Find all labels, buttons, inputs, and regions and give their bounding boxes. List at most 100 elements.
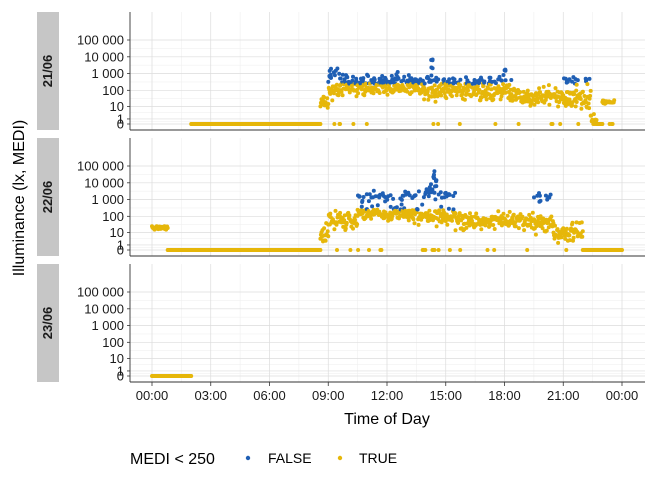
data-point	[406, 73, 411, 78]
facet-strip-label: 21/06	[40, 55, 55, 88]
data-point	[323, 238, 328, 243]
data-point	[354, 94, 359, 99]
data-point	[335, 66, 340, 71]
data-point	[407, 193, 412, 198]
y-tick-label: 10 000	[84, 175, 124, 190]
data-point	[434, 224, 439, 229]
data-point	[451, 194, 456, 198]
data-point	[532, 102, 537, 107]
data-point	[464, 75, 468, 80]
data-point	[442, 91, 447, 96]
data-point	[507, 209, 512, 214]
data-point	[537, 86, 542, 91]
data-point	[527, 212, 532, 217]
data-point	[334, 222, 339, 227]
x-axis-label: Time of Day	[344, 411, 430, 428]
data-point	[366, 74, 371, 78]
data-point	[403, 189, 408, 194]
data-point	[433, 197, 438, 202]
data-point	[351, 122, 356, 126]
data-point	[332, 227, 337, 232]
data-point	[522, 228, 527, 233]
legend-false-key	[245, 455, 251, 461]
data-point	[371, 188, 376, 193]
data-point	[503, 78, 508, 83]
data-point	[328, 211, 333, 216]
data-point	[543, 97, 548, 102]
data-point	[361, 195, 366, 199]
data-point	[525, 248, 530, 252]
data-point	[343, 226, 348, 231]
data-point	[327, 74, 332, 78]
data-point	[518, 90, 523, 95]
data-point	[367, 192, 372, 197]
data-point	[385, 92, 390, 97]
data-point	[444, 96, 449, 101]
data-point	[567, 233, 572, 238]
legend-true-label: TRUE	[359, 450, 397, 466]
data-point	[430, 66, 435, 71]
data-point	[409, 90, 414, 95]
y-tick-label: 100	[102, 335, 124, 350]
data-point	[528, 222, 533, 227]
facet-strip-label: 22/06	[40, 181, 55, 214]
data-point	[580, 89, 585, 94]
data-point	[439, 93, 444, 98]
data-point	[432, 248, 437, 252]
data-point	[511, 212, 516, 217]
data-point	[587, 76, 592, 81]
data-point	[485, 248, 490, 252]
data-point	[446, 206, 451, 211]
data-point	[426, 97, 431, 102]
data-point	[588, 88, 593, 93]
data-point	[340, 72, 345, 77]
data-point	[579, 106, 584, 111]
y-tick-label: 0	[117, 243, 124, 258]
x-tick-label: 03:00	[194, 388, 227, 403]
data-point	[427, 185, 432, 190]
data-point	[429, 94, 434, 99]
data-point	[535, 97, 540, 101]
data-point	[564, 248, 569, 252]
data-point	[326, 234, 331, 239]
data-point	[383, 195, 387, 199]
data-point	[389, 73, 394, 78]
data-point	[339, 89, 344, 94]
data-point	[580, 229, 585, 234]
data-point	[361, 76, 366, 81]
data-point	[520, 214, 525, 219]
data-point	[472, 78, 477, 82]
data-point	[338, 76, 343, 81]
x-axis: 00:00 03:00 06:00 09:00 12:00 15:00 18:00 21:00…	[136, 382, 638, 403]
data-point	[318, 248, 323, 252]
x-tick-label: 06:00	[253, 388, 286, 403]
legend-title: MEDI < 250	[130, 451, 215, 468]
data-point	[363, 81, 368, 86]
data-point	[541, 84, 546, 89]
data-point	[612, 98, 617, 103]
data-point	[385, 197, 390, 202]
data-point	[371, 91, 376, 96]
data-point	[491, 223, 496, 227]
data-point	[479, 95, 484, 100]
data-point	[412, 221, 417, 226]
data-point	[337, 71, 342, 76]
data-point	[372, 77, 377, 82]
data-point	[332, 122, 337, 126]
data-point	[571, 238, 575, 243]
x-tick-label: 09:00	[312, 388, 345, 403]
data-point	[574, 88, 579, 93]
data-point	[419, 217, 424, 222]
data-point	[466, 88, 470, 93]
data-point	[503, 90, 508, 95]
data-point	[553, 86, 558, 91]
data-point	[550, 122, 555, 126]
data-point	[573, 104, 578, 109]
data-point	[432, 169, 437, 174]
data-point	[458, 83, 463, 88]
data-point	[513, 224, 518, 229]
data-point	[415, 207, 420, 212]
data-point	[610, 122, 615, 126]
